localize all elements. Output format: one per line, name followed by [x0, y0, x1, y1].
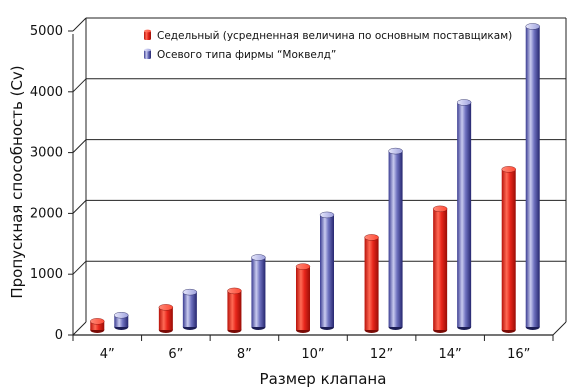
legend-label-seat: Седельный (усредненная величина по основ… [157, 30, 512, 42]
bar-seat [501, 166, 516, 333]
bar-body [227, 290, 242, 330]
y-axis-title: Пропускная способность (Cv) [8, 65, 26, 298]
grid-line-depth [72, 260, 87, 275]
legend-swatch-blue [144, 50, 151, 59]
bar-top [295, 263, 311, 270]
y-tick-label: 5000 [30, 24, 63, 39]
x-tick-label: 16” [507, 347, 530, 362]
bar-body [457, 102, 472, 327]
grid-line-depth [72, 139, 87, 153]
x-axis: 4” 6” 8” 10” 12” 14” 16” [72, 335, 554, 362]
bar-seat [158, 304, 174, 333]
bar-body [251, 257, 266, 327]
bar-axial [182, 288, 198, 330]
bar-top [525, 23, 540, 30]
plot-frame [72, 17, 567, 336]
grid-line-depth [72, 78, 87, 93]
bar-top [158, 304, 174, 311]
bar-seat [364, 234, 379, 333]
x-tick-label: 14” [439, 347, 462, 362]
bars [90, 23, 540, 333]
bar-top [388, 147, 403, 155]
bar-axial [319, 211, 335, 330]
y-tick-label: 0 [55, 328, 63, 343]
grid-line-depth [72, 17, 87, 32]
bar-top [90, 318, 105, 325]
bar-body [433, 208, 448, 330]
bar-seat [432, 205, 448, 333]
bar-seat [90, 318, 105, 333]
legend-item-axial: Осевого типа фирмы “Моквелд” [144, 48, 336, 61]
bar-seat [295, 263, 311, 333]
bar-axial [456, 99, 472, 330]
bar-body [158, 307, 173, 330]
bar-body [320, 214, 334, 327]
bar-top [432, 205, 448, 213]
x-axis-title: Размер клапана [260, 370, 387, 388]
bar-seat [227, 287, 242, 333]
legend-label-axial: Осевого типа фирмы “Моквелд” [157, 49, 336, 61]
x-tick-label: 8” [237, 347, 252, 362]
bar-top [227, 287, 242, 295]
legend: Седельный (усредненная величина по основ… [144, 29, 512, 61]
bar-top [114, 312, 129, 319]
bar-top [501, 166, 516, 173]
grid-line-depth [72, 200, 87, 214]
bar-top [456, 99, 472, 106]
bar-body [296, 266, 310, 330]
legend-swatch-red [144, 31, 151, 40]
bar-top [251, 254, 266, 261]
bar-axial [388, 147, 403, 330]
y-axis: 0 1000 2000 3000 4000 5000 [30, 24, 74, 343]
legend-swatch-blue-top [144, 48, 151, 52]
bar-body [388, 151, 403, 327]
bar-body [182, 292, 197, 327]
bar-body [364, 237, 379, 330]
x-tick-label: 12” [370, 347, 393, 362]
bar-top [364, 234, 379, 241]
bar-axial [251, 254, 266, 330]
bar-top [182, 288, 198, 296]
bar-body [114, 315, 129, 327]
y-tick-label: 4000 [30, 85, 63, 100]
x-tick-label: 10” [301, 347, 324, 362]
legend-swatch-red-top [144, 29, 151, 33]
bar-body [90, 321, 105, 330]
bar-top [319, 211, 335, 219]
bar-body [501, 169, 516, 330]
bar-axial [114, 312, 129, 330]
legend-item-seat: Седельный (усредненная величина по основ… [144, 29, 512, 42]
y-tick-label: 3000 [30, 146, 63, 161]
bar-axial [525, 23, 540, 330]
bar-body [525, 26, 540, 327]
x-tick-label: 4” [100, 347, 115, 362]
x-tick-label: 6” [168, 347, 183, 362]
y-tick-label: 2000 [30, 206, 63, 221]
y-tick-label: 1000 [30, 267, 63, 282]
